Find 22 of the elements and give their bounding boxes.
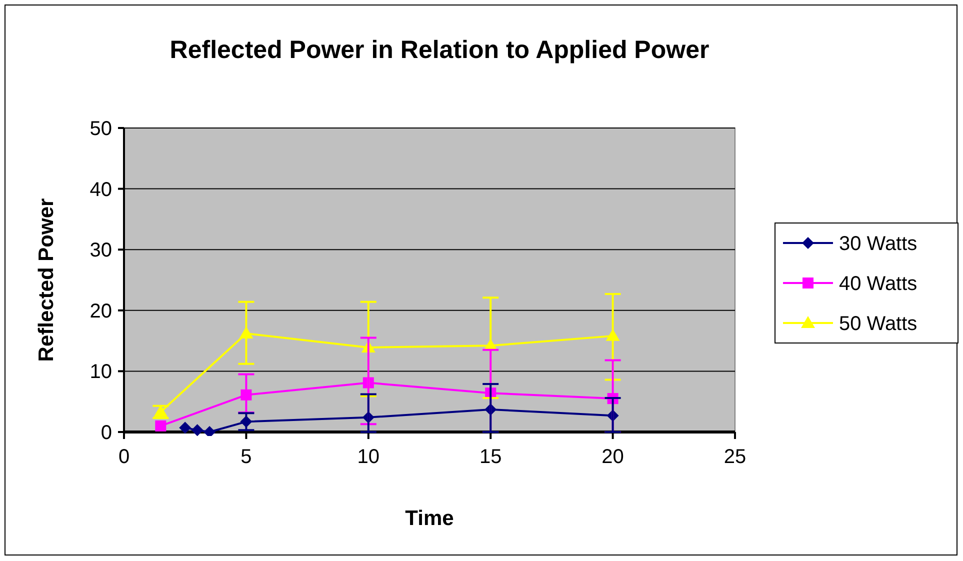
x-tick-label: 20	[602, 446, 624, 468]
legend-label: 50 Watts	[839, 313, 918, 335]
y-tick-label: 0	[100, 422, 112, 444]
y-tick-label: 40	[90, 178, 112, 201]
legend-label: 30 Watts	[839, 233, 918, 255]
chart-title: Reflected Power in Relation to Applied Power	[170, 36, 710, 64]
y-tick-label: 10	[90, 361, 112, 384]
legend-label: 40 Watts	[839, 273, 918, 295]
x-tick-label: 0	[118, 446, 130, 468]
x-tick-label: 15	[479, 446, 502, 468]
x-tick-label: 10	[357, 446, 380, 468]
y-axis-title: Reflected Power	[35, 198, 58, 362]
point	[155, 420, 166, 432]
x-tick-label: 5	[240, 446, 252, 468]
y-tick-label: 30	[90, 240, 112, 262]
point	[191, 424, 204, 436]
y-tick-label: 20	[90, 300, 112, 322]
point	[179, 422, 192, 434]
x-tick-label: 25	[724, 446, 746, 468]
x-axis-title: Time	[405, 507, 454, 530]
y-tick-label: 50	[90, 118, 112, 140]
point	[204, 426, 216, 436]
